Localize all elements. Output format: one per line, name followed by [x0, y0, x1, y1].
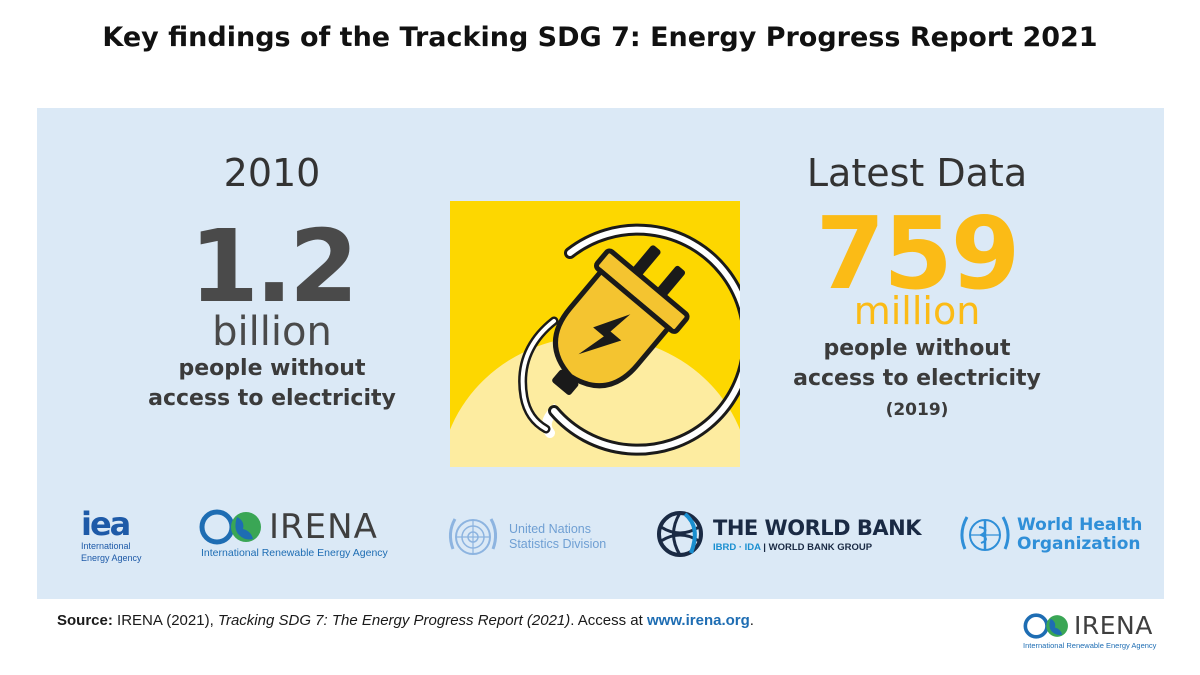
un-emblem-icon [448, 518, 498, 555]
stat-2010-value: 1.2 [189, 208, 358, 325]
un-statistics-logo: United Nations Statistics Division [445, 511, 606, 563]
stat-latest-description: people without access to electricity [767, 334, 1067, 394]
footer-irena-word: IRENA [1074, 611, 1153, 640]
source-end: . [749, 612, 754, 629]
source-citation: Source: IRENA (2021), Tracking SDG 7: Th… [57, 612, 754, 629]
world-bank-globe-icon [657, 511, 703, 557]
iea-logo-sub-line1: International [81, 541, 131, 551]
irena-logo: IRENA International Renewable Energy Age… [199, 509, 388, 559]
iea-logo: iea International Energy Agency [81, 505, 142, 563]
stat-2010-description: people without access to electricity [132, 354, 412, 414]
who-logo-line1: World Health [1017, 515, 1143, 535]
world-bank-logo-sub-blue: IBRD · IDA [713, 541, 761, 553]
stat-latest-description-line1: people without [823, 336, 1011, 361]
stat-latest-description-line2: access to electricity [793, 366, 1041, 391]
irena-logo-sub: International Renewable Energy Agency [201, 547, 388, 559]
electric-plug-icon [450, 201, 754, 467]
iea-logo-word: iea [81, 505, 131, 543]
partner-logos: iea International Energy Agency IRENA In… [37, 503, 1164, 573]
world-bank-logo: THE WORLD BANK IBRD · IDA | WORLD BANK G… [655, 509, 921, 559]
stat-2010-unit: billion [212, 309, 332, 355]
iea-logo-sub-line2: Energy Agency [81, 553, 142, 563]
un-logo-line2: Statistics Division [509, 537, 607, 551]
stat-2010: 2010 1.2 billion people without access t… [132, 150, 412, 414]
footer-irena-sub: International Renewable Energy Agency [1023, 641, 1157, 650]
stat-latest-unit: million [853, 289, 981, 333]
source-text2: . Access at [570, 612, 647, 629]
world-bank-logo-sub: IBRD · IDA | WORLD BANK GROUP [713, 542, 921, 553]
source-url-link[interactable]: www.irena.org [646, 612, 750, 629]
stat-2010-year: 2010 [223, 151, 321, 195]
source-label: Source: [57, 612, 113, 629]
world-bank-logo-sub-dark: | WORLD BANK GROUP [760, 541, 873, 553]
irena-emblem-icon [199, 509, 261, 545]
source-text1: IRENA (2021), [112, 612, 218, 629]
stat-2010-description-line2: access to electricity [148, 386, 396, 411]
who-emblem-icon [960, 516, 1010, 551]
world-bank-logo-word: THE WORLD BANK [713, 515, 921, 540]
who-logo-line2: Organization [1017, 534, 1141, 554]
stat-latest: Latest Data 759 million people without a… [767, 150, 1067, 424]
stat-2010-description-line1: people without [178, 356, 366, 381]
stat-latest-year: (2019) [885, 400, 949, 420]
who-logo: World Health Organization [957, 509, 1142, 561]
stat-latest-value: 759 [815, 195, 1021, 312]
stat-latest-label: Latest Data [806, 151, 1028, 195]
source-report-title: Tracking SDG 7: The Energy Progress Repo… [217, 612, 571, 629]
irena-logo-word: IRENA [269, 507, 378, 547]
infographic-panel: 2010 1.2 billion people without access t… [37, 108, 1164, 599]
un-logo-line1: United Nations [509, 522, 591, 536]
footer-irena-emblem-icon [1023, 613, 1068, 639]
page-title: Key findings of the Tracking SDG 7: Ener… [102, 22, 1098, 53]
footer-irena-logo: IRENA International Renewable Energy Age… [1023, 611, 1157, 651]
